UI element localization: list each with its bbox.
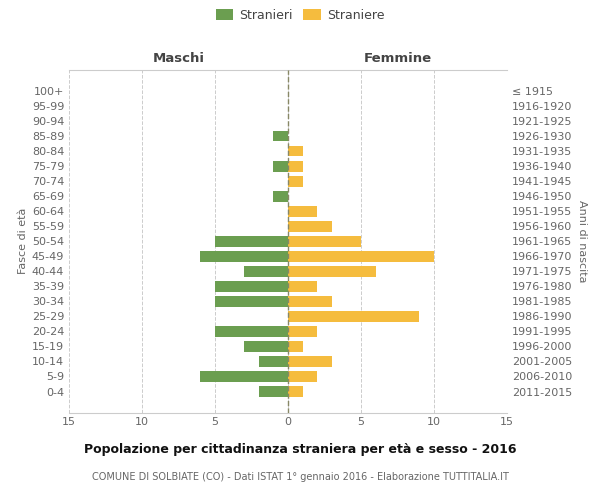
Bar (288, 311, 419, 322)
Bar (288, 146, 302, 156)
Text: Femmine: Femmine (364, 52, 431, 65)
Bar (288, 341, 302, 352)
Bar (288, 356, 332, 367)
Text: Maschi: Maschi (152, 52, 205, 65)
Text: Popolazione per cittadinanza straniera per età e sesso - 2016: Popolazione per cittadinanza straniera p… (84, 442, 516, 456)
Bar (288, 160, 302, 172)
Bar (288, 176, 302, 186)
Bar (288, 371, 317, 382)
Bar (288, 281, 317, 291)
Bar (274, 191, 288, 202)
Bar (215, 281, 288, 291)
Bar (288, 206, 317, 216)
Bar (288, 236, 361, 246)
Bar (288, 386, 302, 397)
Y-axis label: Anni di nascita: Anni di nascita (577, 200, 587, 282)
Bar (259, 356, 288, 367)
Text: COMUNE DI SOLBIATE (CO) - Dati ISTAT 1° gennaio 2016 - Elaborazione TUTTITALIA.I: COMUNE DI SOLBIATE (CO) - Dati ISTAT 1° … (92, 472, 508, 482)
Bar (288, 251, 434, 262)
Bar (244, 341, 288, 352)
Bar (259, 386, 288, 397)
Bar (274, 160, 288, 172)
Bar (288, 296, 332, 307)
Bar (200, 371, 288, 382)
Bar (200, 251, 288, 262)
Bar (288, 221, 332, 232)
Bar (215, 296, 288, 307)
Bar (244, 266, 288, 276)
Bar (215, 326, 288, 337)
Bar (288, 326, 317, 337)
Y-axis label: Fasce di età: Fasce di età (17, 208, 28, 274)
Bar (274, 130, 288, 141)
Bar (288, 266, 376, 276)
Bar (215, 236, 288, 246)
Legend: Stranieri, Straniere: Stranieri, Straniere (213, 6, 387, 24)
